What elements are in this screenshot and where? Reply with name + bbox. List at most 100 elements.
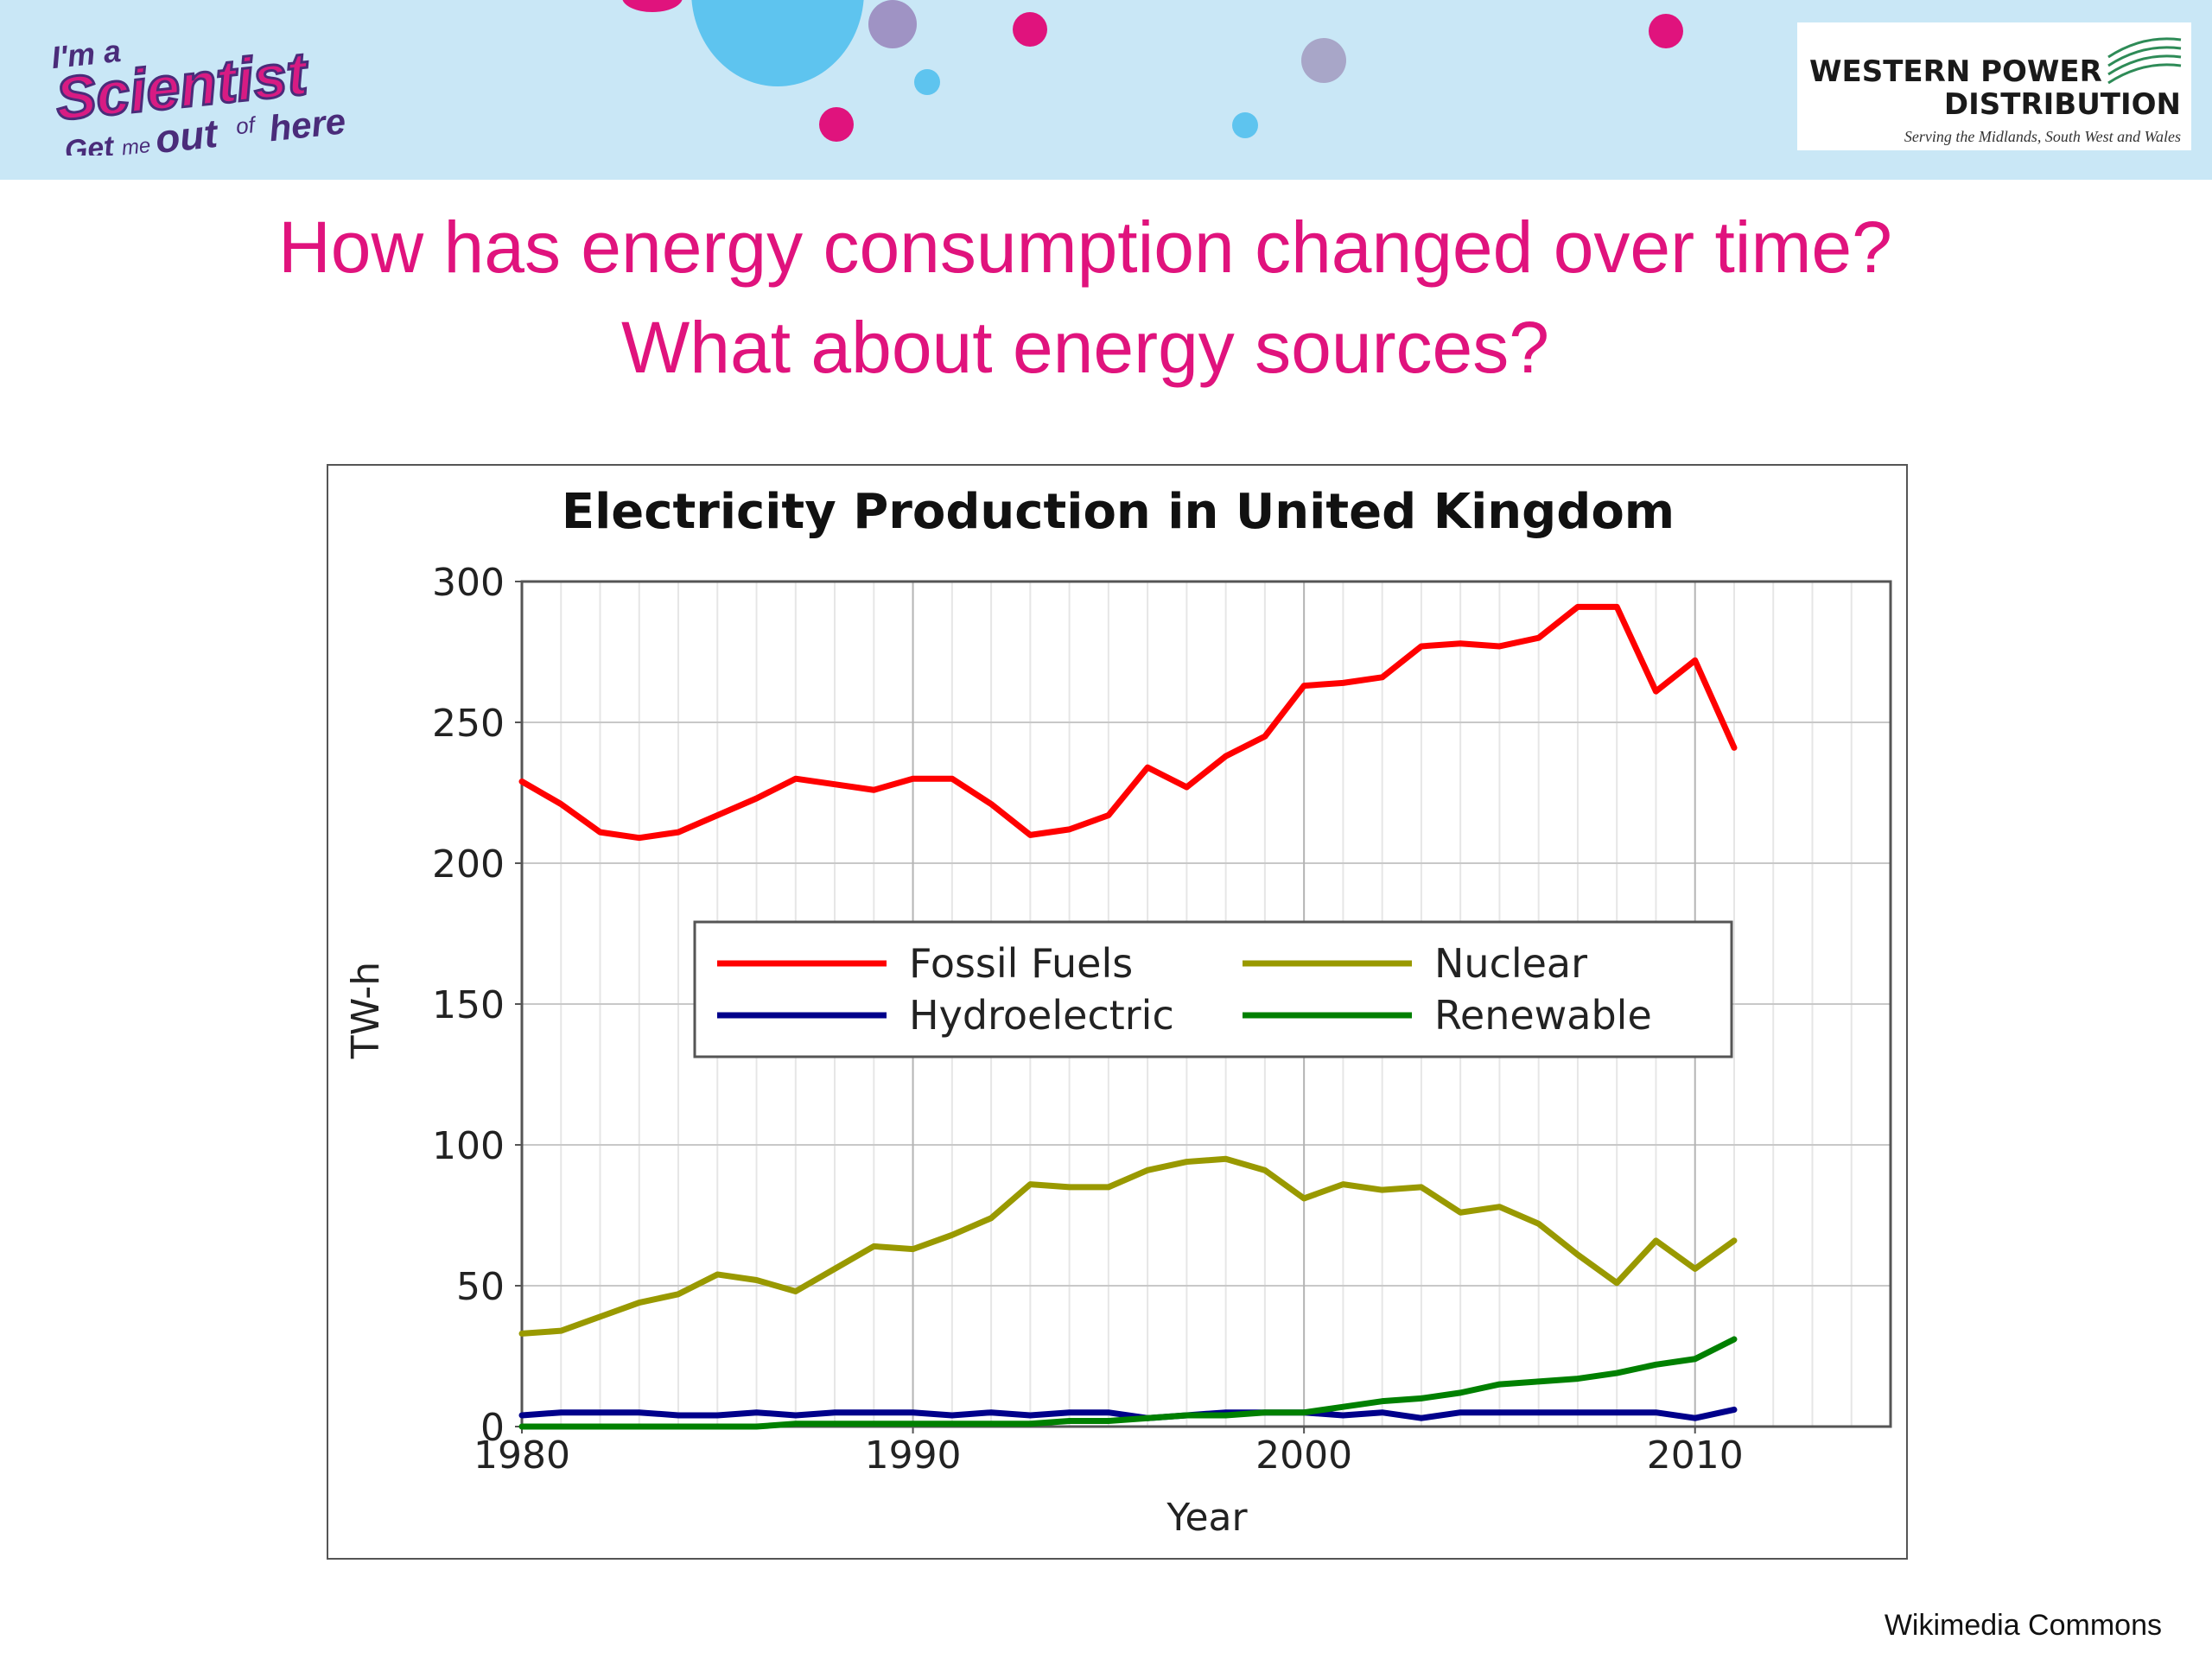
decorative-bubble: [691, 0, 864, 86]
x-tick-label: 2000: [1255, 1433, 1352, 1478]
data-point-nuclear: [832, 1266, 837, 1271]
data-point-renewable: [754, 1424, 760, 1429]
data-point-renewable: [832, 1421, 837, 1427]
data-point-fossil-fuels: [1536, 635, 1541, 640]
data-point-hydroelectric: [793, 1413, 798, 1418]
data-point-fossil-fuels: [1458, 641, 1463, 646]
data-point-fossil-fuels: [1380, 675, 1385, 680]
wpd-line2: DISTRIBUTION: [1944, 87, 2181, 122]
data-point-hydroelectric: [558, 1410, 563, 1415]
data-point-renewable: [988, 1421, 994, 1427]
data-point-nuclear: [1380, 1187, 1385, 1192]
western-power-distribution-logo: WESTERN POWER DISTRIBUTION Serving the M…: [1797, 22, 2191, 150]
data-point-renewable: [1145, 1415, 1150, 1421]
data-point-nuclear: [1653, 1238, 1658, 1243]
data-point-hydroelectric: [1693, 1415, 1698, 1421]
data-point-renewable: [1224, 1413, 1229, 1418]
data-point-fossil-fuels: [519, 779, 524, 784]
y-tick-label: 250: [432, 702, 505, 746]
chart-frame: Electricity Production in United Kingdom…: [327, 464, 1908, 1560]
data-point-nuclear: [715, 1272, 720, 1277]
data-point-renewable: [637, 1424, 642, 1429]
data-point-fossil-fuels: [1067, 827, 1072, 832]
data-point-fossil-fuels: [1301, 683, 1306, 689]
electricity-production-chart: Electricity Production in United Kingdom…: [344, 484, 1892, 1540]
data-point-nuclear: [1027, 1182, 1033, 1187]
data-point-nuclear: [988, 1216, 994, 1221]
data-point-nuclear: [754, 1277, 760, 1282]
data-point-nuclear: [598, 1314, 603, 1319]
data-point-hydroelectric: [598, 1410, 603, 1415]
data-point-fossil-fuels: [1145, 765, 1150, 770]
data-point-renewable: [519, 1424, 524, 1429]
data-point-nuclear: [1693, 1266, 1698, 1271]
data-point-fossil-fuels: [1262, 734, 1268, 739]
data-point-nuclear: [676, 1292, 681, 1297]
decorative-bubble: [622, 0, 683, 12]
decorative-bubble: [819, 107, 854, 142]
data-point-hydroelectric: [1458, 1410, 1463, 1415]
data-point-hydroelectric: [754, 1410, 760, 1415]
data-point-hydroelectric: [832, 1410, 837, 1415]
data-point-renewable: [911, 1421, 916, 1427]
data-point-hydroelectric: [715, 1413, 720, 1418]
data-point-renewable: [1732, 1337, 1737, 1342]
data-point-nuclear: [1536, 1221, 1541, 1226]
data-point-renewable: [598, 1424, 603, 1429]
data-point-renewable: [1614, 1370, 1619, 1376]
data-point-fossil-fuels: [754, 796, 760, 801]
x-axis-label: Year: [1166, 1496, 1248, 1540]
data-point-nuclear: [1419, 1185, 1424, 1190]
data-point-renewable: [1575, 1376, 1580, 1382]
y-tick-label: 50: [456, 1265, 505, 1309]
data-point-nuclear: [637, 1300, 642, 1306]
data-point-nuclear: [1145, 1167, 1150, 1173]
data-point-hydroelectric: [1419, 1415, 1424, 1421]
legend-label-fossil-fuels: Fossil Fuels: [909, 940, 1133, 987]
data-point-nuclear: [1106, 1185, 1111, 1190]
decorative-bubble: [914, 69, 940, 95]
data-point-renewable: [1458, 1390, 1463, 1395]
chart-legend: Fossil Fuels Nuclear Hydroelectric Renewabl…: [693, 920, 1733, 1058]
data-point-fossil-fuels: [558, 802, 563, 807]
data-point-hydroelectric: [1653, 1410, 1658, 1415]
data-point-hydroelectric: [988, 1410, 994, 1415]
data-point-nuclear: [1458, 1210, 1463, 1215]
data-point-hydroelectric: [1380, 1410, 1385, 1415]
data-point-hydroelectric: [637, 1410, 642, 1415]
data-point-fossil-fuels: [715, 813, 720, 818]
data-point-nuclear: [1575, 1252, 1580, 1257]
chart-title: Electricity Production in United Kingdom: [562, 484, 1675, 540]
wpd-line1: WESTERN POWER: [1809, 54, 2102, 89]
data-point-fossil-fuels: [1732, 745, 1737, 750]
legend-label-nuclear: Nuclear: [1434, 940, 1587, 987]
series-line-renewable: [518, 1336, 1738, 1430]
legend-label-hydroelectric: Hydroelectric: [909, 992, 1174, 1039]
data-point-nuclear: [1224, 1156, 1229, 1161]
legend-box: [693, 920, 1733, 1058]
slide-title: How has energy consumption changed over …: [0, 197, 2171, 397]
data-point-hydroelectric: [871, 1410, 876, 1415]
data-point-renewable: [1262, 1410, 1268, 1415]
data-point-hydroelectric: [519, 1413, 524, 1418]
logo-text-me: me: [121, 134, 152, 156]
data-point-fossil-fuels: [988, 802, 994, 807]
chart-series: [518, 603, 1738, 1430]
data-point-fossil-fuels: [1419, 644, 1424, 649]
data-point-hydroelectric: [676, 1413, 681, 1418]
data-point-hydroelectric: [911, 1410, 916, 1415]
chart-axes: 0 50 100 150 200 250 300 1980 1990 2000 2010: [432, 561, 1892, 1478]
data-point-fossil-fuels: [1653, 689, 1658, 694]
data-point-fossil-fuels: [1224, 753, 1229, 759]
data-point-fossil-fuels: [1497, 644, 1502, 649]
data-point-hydroelectric: [1732, 1407, 1737, 1412]
legend-label-renewable: Renewable: [1434, 992, 1652, 1039]
data-point-fossil-fuels: [1575, 604, 1580, 609]
data-point-fossil-fuels: [1693, 658, 1698, 663]
data-point-fossil-fuels: [950, 776, 955, 781]
data-point-renewable: [558, 1424, 563, 1429]
data-point-hydroelectric: [1340, 1413, 1345, 1418]
decorative-bubble: [1649, 14, 1683, 48]
data-point-fossil-fuels: [911, 776, 916, 781]
data-point-renewable: [1340, 1404, 1345, 1409]
